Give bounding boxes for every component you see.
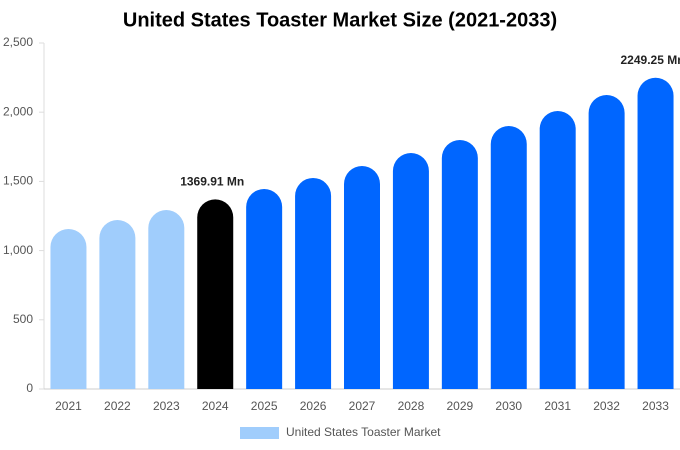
x-tick-label: 2024 bbox=[202, 399, 229, 413]
bar bbox=[246, 189, 283, 389]
x-tick-label: 2031 bbox=[544, 399, 571, 413]
x-tick-label: 2027 bbox=[349, 399, 376, 413]
y-tick-label: 1,500 bbox=[3, 174, 33, 188]
y-tick-label: 2,500 bbox=[3, 35, 33, 49]
x-tick-label: 2033 bbox=[642, 399, 669, 413]
x-tick-label: 2023 bbox=[153, 399, 180, 413]
y-tick-label: 2,000 bbox=[3, 104, 33, 118]
bar bbox=[148, 210, 185, 389]
x-tick-label: 2026 bbox=[300, 399, 327, 413]
x-tick-label: 2030 bbox=[495, 399, 522, 413]
x-tick-label: 2029 bbox=[446, 399, 473, 413]
x-tick-label: 2022 bbox=[104, 399, 131, 413]
legend-label: United States Toaster Market bbox=[286, 425, 441, 439]
bar bbox=[197, 199, 234, 389]
legend-swatch bbox=[240, 427, 279, 439]
bar bbox=[637, 77, 674, 390]
bar bbox=[490, 126, 527, 390]
value-label: 1369.91 Mn bbox=[180, 175, 244, 189]
value-label: 2249.25 Mn bbox=[621, 53, 680, 67]
bar bbox=[588, 95, 625, 390]
x-tick-label: 2032 bbox=[593, 399, 620, 413]
bar bbox=[441, 140, 478, 389]
bar bbox=[50, 229, 87, 389]
bar bbox=[392, 153, 429, 389]
chart-title: United States Toaster Market Size (2021-… bbox=[123, 9, 557, 31]
y-tick-label: 1,000 bbox=[3, 243, 33, 257]
x-tick-label: 2025 bbox=[251, 399, 278, 413]
bar bbox=[99, 220, 136, 389]
x-tick-label: 2028 bbox=[398, 399, 425, 413]
y-tick-label: 500 bbox=[13, 312, 33, 326]
bar bbox=[344, 166, 380, 389]
x-tick-label: 2021 bbox=[55, 399, 82, 413]
y-tick-label: 0 bbox=[26, 381, 33, 395]
bar bbox=[295, 177, 332, 389]
bar bbox=[539, 110, 576, 389]
